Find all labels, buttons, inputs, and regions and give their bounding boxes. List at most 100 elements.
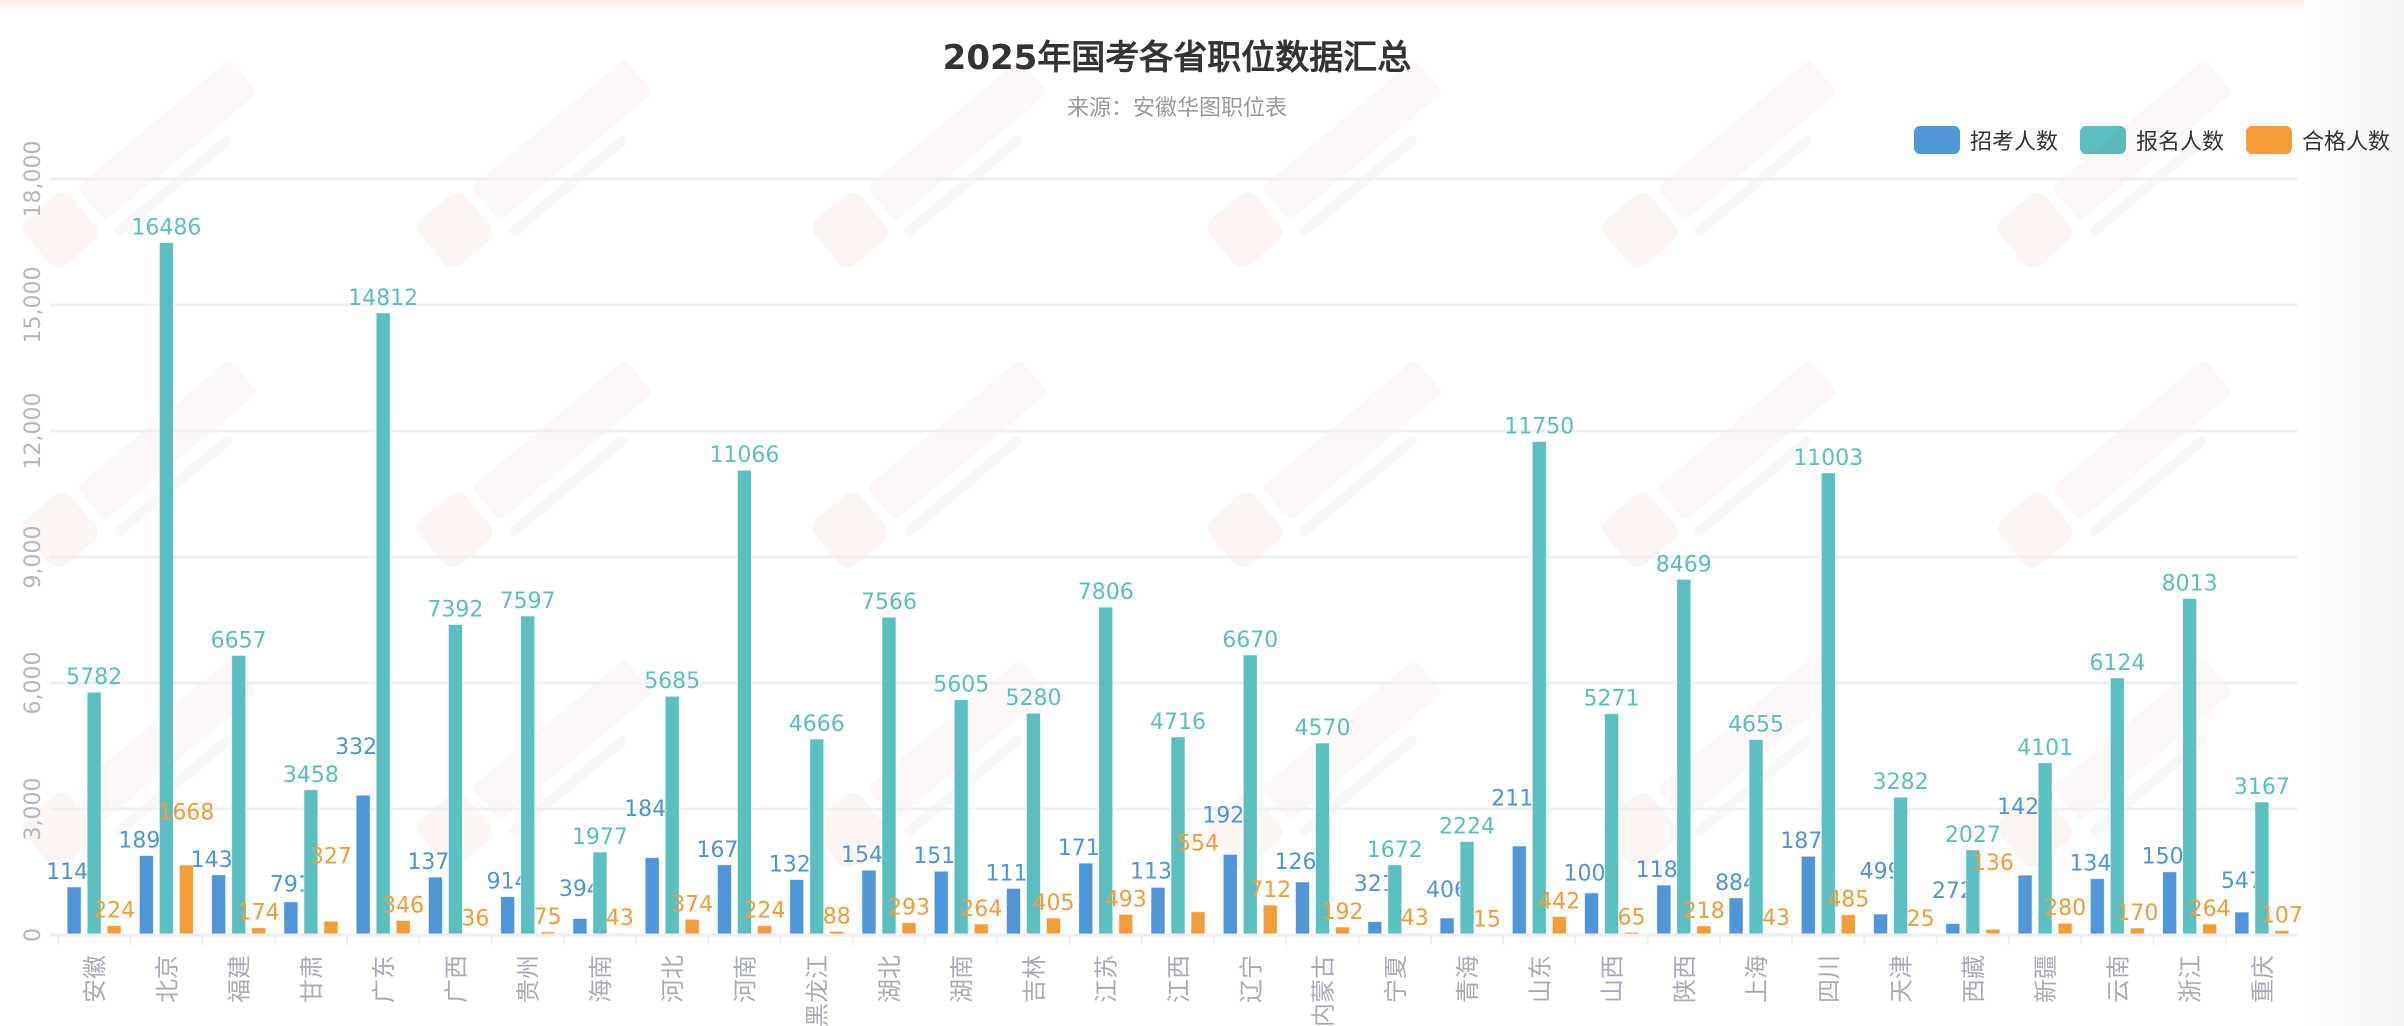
watermark-url-band bbox=[509, 735, 627, 836]
bar-recruit bbox=[1800, 855, 1816, 936]
bar-applicants bbox=[1748, 738, 1764, 936]
data-label: 280 bbox=[2044, 896, 2086, 921]
bar-recruit bbox=[1078, 862, 1094, 936]
watermark-url-band bbox=[2089, 135, 2207, 236]
legend-label: 合格人数 bbox=[2301, 130, 2390, 155]
legend-label: 招考人数 bbox=[1969, 130, 2058, 155]
bar-applicants bbox=[1676, 578, 1692, 936]
x-tick-label: 西藏 bbox=[1960, 955, 1988, 1003]
bar-recruit bbox=[1656, 884, 1672, 936]
data-label: 14812 bbox=[348, 286, 418, 311]
bar-recruit bbox=[1945, 923, 1961, 936]
watermark-url-band bbox=[2089, 435, 2207, 536]
bar-recruit bbox=[1367, 921, 1383, 936]
chart-title: 2025年国考各省职位数据汇总 bbox=[942, 38, 1412, 78]
x-tick-label: 辽宁 bbox=[1237, 955, 1265, 1003]
watermark-logo bbox=[1207, 61, 1441, 268]
data-label: 88 bbox=[823, 904, 851, 929]
bar-qualified bbox=[901, 922, 917, 936]
legend-item-applicants[interactable]: 报名人数 bbox=[2079, 124, 2224, 156]
data-label: 4101 bbox=[2017, 736, 2073, 761]
watermark-mark bbox=[1207, 492, 1283, 568]
watermark-logo bbox=[1602, 361, 1836, 568]
x-tick-label: 天津 bbox=[1888, 955, 1916, 1003]
bar-qualified bbox=[395, 919, 411, 936]
x-tick-label: 河南 bbox=[731, 955, 759, 1003]
data-label: 8469 bbox=[1656, 552, 1712, 577]
x-tick-label: 福建 bbox=[226, 955, 254, 1003]
watermark-mark bbox=[1602, 792, 1678, 868]
legend-swatch bbox=[2245, 126, 2292, 154]
bar-applicants bbox=[375, 312, 391, 936]
watermark-mark bbox=[812, 192, 888, 268]
data-label: 264 bbox=[2189, 897, 2231, 922]
data-label: 6670 bbox=[1222, 628, 1278, 653]
bar-applicants bbox=[881, 616, 897, 936]
y-tick-label: 3,000 bbox=[21, 778, 46, 841]
x-tick-label: 宁夏 bbox=[1382, 955, 1410, 1003]
data-label: 1977 bbox=[572, 825, 628, 850]
watermark-url-band bbox=[904, 435, 1022, 536]
bar-recruit bbox=[211, 874, 227, 936]
legend-swatch bbox=[1913, 126, 1960, 154]
bar-applicants bbox=[736, 469, 752, 936]
y-tick-label: 9,000 bbox=[21, 526, 46, 589]
legend-item-qualified[interactable]: 合格人数 bbox=[2245, 124, 2390, 156]
data-label: 3282 bbox=[1873, 770, 1929, 795]
bar-recruit bbox=[644, 857, 660, 936]
x-tick-label: 黑龙江 bbox=[804, 955, 832, 1026]
watermark-logo bbox=[22, 61, 256, 268]
watermark-band bbox=[2053, 361, 2231, 519]
legend-item-recruit[interactable]: 招考人数 bbox=[1913, 124, 2058, 156]
bar-recruit bbox=[1873, 913, 1889, 936]
data-label: 36 bbox=[461, 906, 489, 931]
watermark-band bbox=[868, 361, 1046, 519]
watermark-logo bbox=[1207, 361, 1441, 568]
bar-recruit bbox=[2234, 911, 2250, 936]
bar-applicants bbox=[592, 851, 608, 936]
bar-applicants bbox=[1098, 606, 1114, 936]
data-label: 192 bbox=[1322, 900, 1364, 925]
y-tick-label: 18,000 bbox=[21, 141, 46, 218]
bar-recruit bbox=[716, 864, 732, 936]
data-label: 224 bbox=[93, 899, 135, 924]
data-label: 1668 bbox=[158, 800, 214, 825]
data-label: 442 bbox=[1538, 889, 1580, 914]
legend-swatch bbox=[2079, 126, 2126, 154]
watermark-url-band bbox=[509, 135, 627, 236]
data-label: 16486 bbox=[131, 216, 201, 241]
data-label: 293 bbox=[888, 896, 930, 921]
data-label: 346 bbox=[382, 893, 424, 918]
data-label: 43 bbox=[1762, 906, 1790, 931]
bar-recruit bbox=[1728, 897, 1744, 936]
bar-recruit bbox=[1295, 881, 1311, 936]
bar-qualified bbox=[1190, 911, 1206, 936]
bar-recruit bbox=[283, 901, 299, 936]
x-tick-label: 吉林 bbox=[1020, 955, 1048, 1003]
x-tick-label: 北京 bbox=[153, 955, 181, 1003]
bar-qualified bbox=[323, 920, 339, 936]
bar-qualified bbox=[2057, 922, 2073, 936]
bar-recruit bbox=[861, 869, 877, 936]
x-tick-label: 青海 bbox=[1454, 955, 1482, 1003]
bar-recruit bbox=[66, 886, 82, 936]
bar-recruit bbox=[2089, 878, 2105, 936]
x-tick-label: 重庆 bbox=[2249, 955, 2277, 1003]
watermark-mark bbox=[1602, 192, 1678, 268]
watermark-logo bbox=[812, 361, 1046, 568]
x-tick-label: 甘肃 bbox=[298, 955, 326, 1003]
y-tick-label: 15,000 bbox=[21, 267, 46, 344]
watermark-logo bbox=[22, 361, 256, 568]
watermark-url-band bbox=[1694, 135, 1812, 236]
data-label: 1672 bbox=[1367, 838, 1423, 863]
data-label: 4570 bbox=[1295, 716, 1351, 741]
x-tick-label: 新疆 bbox=[2032, 955, 2060, 1003]
watermark-mark bbox=[1207, 192, 1283, 268]
watermark-mark bbox=[1602, 492, 1678, 568]
data-label: 43 bbox=[606, 906, 634, 931]
bar-qualified bbox=[973, 923, 989, 936]
watermark-mark bbox=[417, 492, 493, 568]
bar-recruit bbox=[1005, 887, 1021, 936]
data-label: 7566 bbox=[861, 590, 917, 615]
